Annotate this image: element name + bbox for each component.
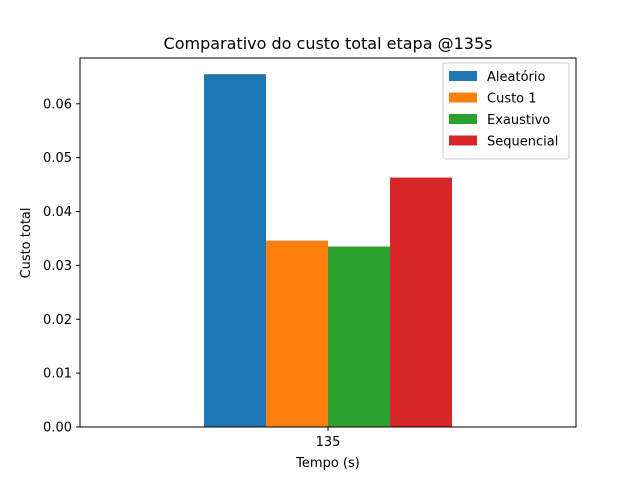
y-tick-label: 0.01 [43, 367, 72, 382]
legend-label: Exaustivo [487, 113, 550, 128]
plot-area: 135 0.00 0.01 0.02 0.03 0.04 0.05 0.06 Aleatório… [43, 57, 577, 450]
x-tick-label: 135 [316, 435, 341, 450]
y-tick-label: 0.02 [43, 313, 72, 328]
y-tick-label: 0.06 [43, 97, 72, 112]
legend-swatch [449, 135, 477, 146]
legend-swatch [449, 92, 477, 103]
legend: Aleatório Custo 1 Exaustivo Sequencial [442, 62, 570, 160]
y-tick-label: 0.03 [43, 259, 72, 274]
bar-custo-1 [266, 240, 328, 427]
legend-box [442, 62, 570, 160]
bar-aleat-rio [204, 74, 266, 427]
chart-title: Comparativo do custo total etapa @135s [164, 34, 493, 53]
legend-label: Custo 1 [487, 92, 537, 107]
bar-sequencial [390, 177, 452, 427]
legend-swatch [449, 114, 477, 124]
y-axis-label: Custo total [19, 208, 34, 279]
y-tick-label: 0.00 [43, 421, 72, 436]
legend-swatch [449, 71, 477, 81]
bar-exaustivo [328, 246, 390, 427]
legend-label: Sequencial [487, 135, 558, 150]
y-tick-label: 0.05 [43, 151, 72, 166]
axes-frame [79, 57, 577, 428]
x-axis-label: Tempo (s) [295, 456, 360, 471]
y-tick-label: 0.04 [43, 205, 72, 220]
legend-label: Aleatório [487, 70, 545, 85]
